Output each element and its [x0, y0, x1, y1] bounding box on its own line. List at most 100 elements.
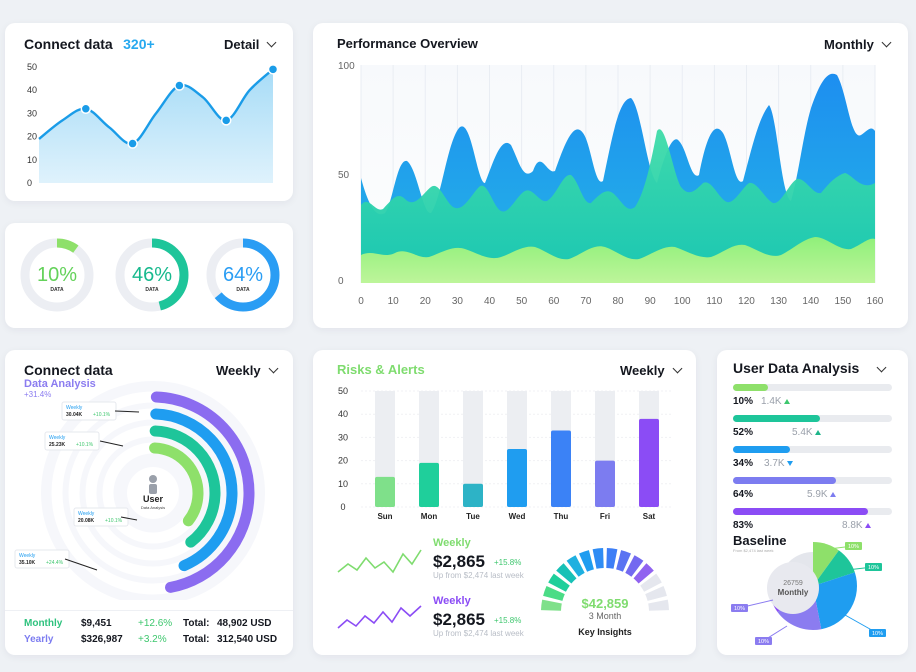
donut-label: DATA	[236, 287, 250, 293]
y-tick-label: 30	[27, 108, 37, 118]
progress-percent: 10%	[733, 396, 754, 407]
pie-tag	[845, 542, 862, 550]
progress-fill	[733, 508, 869, 515]
callout-line	[64, 558, 98, 571]
arrow-up-icon	[830, 492, 836, 497]
progress-track	[733, 477, 892, 484]
y-tick-label: 0	[338, 276, 344, 287]
bar	[595, 460, 615, 507]
x-tick-label: 90	[645, 296, 657, 307]
sparkline-green	[337, 549, 422, 574]
bar	[463, 483, 483, 507]
x-tick-label: Sat	[643, 512, 656, 521]
x-tick-label: 150	[835, 296, 852, 307]
x-tick-label: 140	[802, 296, 819, 307]
callout-value: 20.08K	[78, 518, 95, 524]
subtitle: Data Analysis	[24, 378, 96, 390]
pie-tag	[731, 604, 748, 612]
card-title: Connect data	[24, 36, 113, 52]
total-label: Total:	[183, 618, 210, 629]
weekly-dropdown[interactable]: Weekly	[216, 363, 279, 378]
change: +31.4%	[24, 390, 52, 399]
bar	[419, 462, 439, 507]
donut-label: DATA	[50, 287, 64, 293]
gauge-segment	[640, 573, 662, 592]
amount: $326,987	[81, 634, 123, 645]
y-tick-label: 0	[27, 178, 32, 188]
progress-fill	[733, 384, 768, 391]
x-tick-label: 40	[484, 296, 496, 307]
center-label: User	[143, 494, 164, 504]
x-tick-label: 30	[452, 296, 464, 307]
x-tick-label: 0	[358, 296, 364, 307]
monthly-dropdown[interactable]: Monthly	[824, 37, 892, 52]
progress-percent: 64%	[733, 489, 754, 500]
gauge-segment	[548, 573, 570, 592]
risks-card: Risks & Alerts Weekly 50 40 30 20 10 0 Sun Mon…	[313, 350, 696, 655]
pie-tag-label: 10%	[848, 544, 859, 550]
weekly-a-change: +15.8%	[494, 558, 522, 567]
callout-name: Weekly	[78, 511, 95, 517]
bar	[639, 418, 659, 507]
donut-value: 46%	[132, 264, 172, 286]
weekly-dropdown[interactable]: Weekly	[620, 363, 683, 378]
pie-slice	[813, 550, 855, 586]
weekly-b-sub: Up from $2,474 last week	[433, 629, 524, 638]
progress-value: 3.7K	[764, 458, 785, 469]
x-tick-label: 160	[867, 296, 884, 307]
y-tick-label: 20	[338, 456, 348, 466]
gauge-segment	[606, 548, 618, 569]
change: +3.2%	[138, 634, 167, 645]
callout-line	[99, 440, 124, 447]
data-point	[267, 64, 279, 75]
performance-title: Performance Overview	[337, 36, 478, 51]
center-sub: Data Analysis	[141, 505, 165, 510]
y-tick-label: 40	[27, 85, 37, 95]
ring-arc	[68, 408, 238, 578]
pie-tag-label: 10%	[872, 631, 883, 637]
dropdown-label: Weekly	[620, 363, 665, 378]
progress-track	[733, 446, 892, 453]
pie-center-value: 26759	[783, 580, 803, 587]
ring-arc	[51, 391, 255, 595]
area-teal	[361, 129, 875, 283]
detail-dropdown[interactable]: Detail	[224, 37, 277, 52]
progress-fill	[733, 477, 837, 484]
y-tick-label: 20	[27, 132, 37, 142]
x-tick-label: 10	[388, 296, 400, 307]
progress-value: 1.4K	[761, 396, 782, 407]
x-tick-label: 120	[738, 296, 755, 307]
total-value: 312,540 USD	[217, 634, 278, 645]
data-point	[174, 80, 185, 91]
x-tick-label: 80	[612, 296, 624, 307]
baseline-sub: From $2,474 last week	[733, 548, 774, 553]
gauge-segment	[541, 599, 562, 611]
progress-track	[733, 508, 892, 515]
gauge-segment	[556, 563, 577, 584]
progress-fill	[733, 446, 791, 453]
weekly-b-label: Weekly	[433, 595, 471, 607]
gauge-segment	[645, 586, 667, 601]
callout-line	[114, 410, 140, 413]
progress-track	[733, 415, 892, 422]
gauge-segment	[625, 555, 644, 577]
baseline-title: Baseline	[733, 533, 787, 548]
ring-arc	[85, 425, 221, 561]
performance-area-chart: 0 10 20 30 40 50 60 70 80 90 100 110 120 130 140 150 160…	[338, 61, 884, 307]
card-title: Connect data	[24, 362, 113, 378]
sparkline-purple	[337, 605, 422, 629]
pie-center-label: Monthly	[778, 588, 809, 597]
pie-tag-label: 10%	[868, 565, 879, 571]
y-tick-label: 100	[338, 61, 355, 72]
x-tick-label: Tue	[466, 512, 480, 521]
data-point	[220, 115, 232, 126]
donut-arc	[115, 238, 189, 312]
connect-radial-card: Connect data Weekly Data Analysis +31.4%…	[5, 350, 293, 655]
pie-slice	[813, 542, 839, 586]
callout-value: 35.10K	[19, 560, 36, 566]
area-green	[361, 237, 875, 283]
total-label: Total:	[183, 634, 210, 645]
change: +12.6%	[138, 618, 173, 629]
dropdown-label: Weekly	[216, 363, 261, 378]
